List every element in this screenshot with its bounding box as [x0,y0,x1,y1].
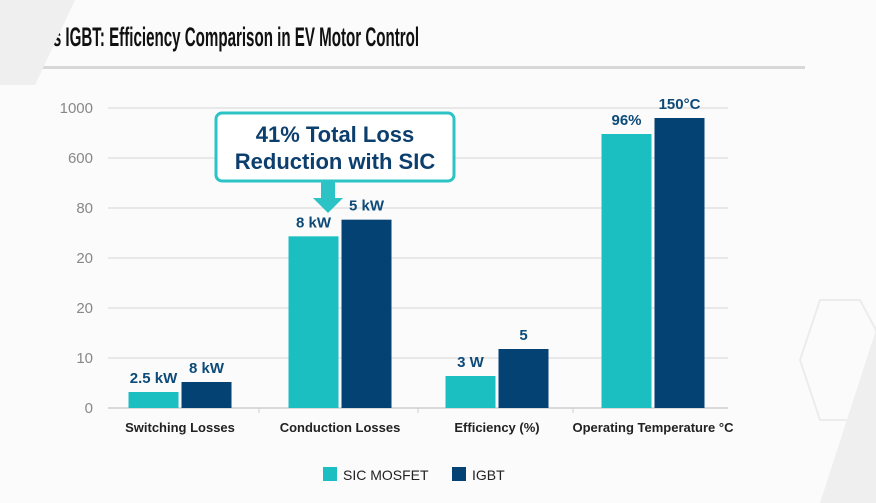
legend: SIC MOSFET IGBT [323,467,505,483]
title-divider [0,66,805,69]
data-label: 8 kW [296,214,332,231]
bar-igbt [341,219,392,408]
data-label: 8 kW [189,360,225,377]
bar-sic [288,236,339,408]
bar-sic [601,134,652,408]
callout-line-1: 41% Total Loss [256,122,415,147]
x-tick-label: Conduction Losses [280,420,401,435]
chart-title: SiC vs IGBT: Efficiency Comparison in EV… [15,22,420,52]
legend-label: SIC MOSFET [343,467,429,483]
callout-arrow-head [313,198,343,213]
x-tick-label: Switching Losses [125,420,235,435]
legend-swatch [452,467,466,481]
y-tick-label: 80 [76,200,93,217]
data-label: 96% [611,112,641,129]
data-label: 5 [519,327,527,344]
data-label: 2.5 kW [130,370,178,387]
bar-sic [445,376,496,408]
legend-swatch [323,467,337,481]
callout-box [214,111,456,183]
bar-igbt [498,349,549,408]
callout-line-2: Reduction with SIC [235,149,436,174]
data-label: 3 W [457,354,485,371]
bar-sic [128,392,179,408]
y-tick-label: 0 [85,400,93,417]
y-tick-label: 600 [68,150,93,167]
data-label: 5 kW [349,198,385,215]
legend-label: IGBT [472,467,505,483]
callout-annotation: 41% Total Loss Reduction with SIC [214,111,456,213]
data-label: 150°C [659,96,701,113]
bar-igbt [654,118,705,408]
y-tick-label: 1000 [60,100,93,117]
y-tick-label: 10 [76,350,93,367]
y-tick-label: 20 [76,250,93,267]
callout-arrow-shaft [321,182,335,199]
bar-igbt [181,382,232,408]
x-tick-label: Operating Temperature °C [573,420,735,435]
x-tick-label: Efficiency (%) [454,420,539,435]
y-tick-label: 20 [76,300,93,317]
